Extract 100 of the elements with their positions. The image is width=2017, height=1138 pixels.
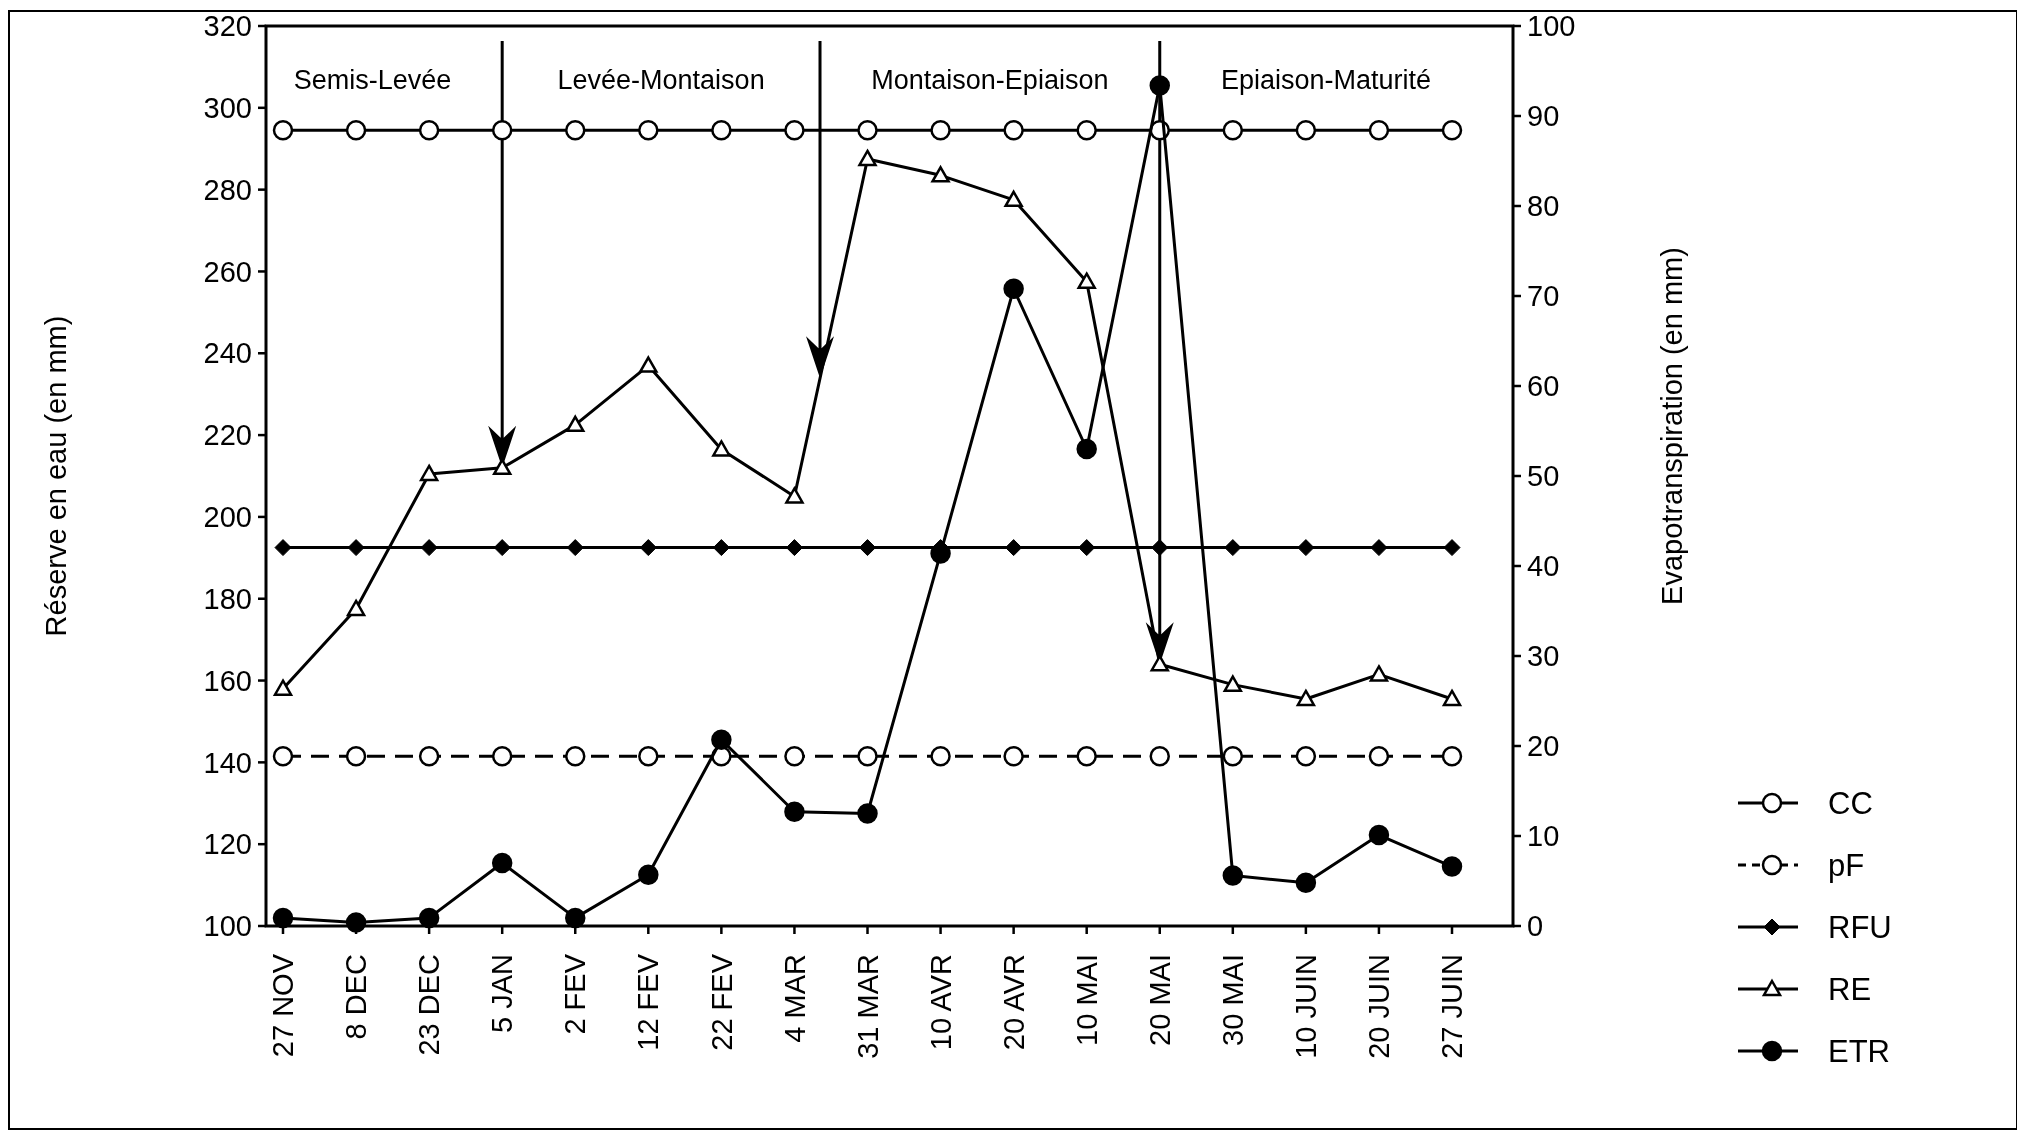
point (418, 745, 440, 767)
point (346, 599, 366, 617)
y-tick-label: 320 (203, 10, 252, 43)
y2-axis-title: Evapotranspiration (en mm) (1656, 247, 1689, 605)
point (858, 149, 877, 167)
x-tick-label: 2 FEV (559, 953, 592, 1035)
point (1224, 539, 1242, 557)
point (418, 907, 440, 929)
y2-tick-label: 90 (1527, 100, 1560, 133)
x-tick-label: 10 JUIN (1290, 954, 1323, 1059)
y2-tick-label: 80 (1527, 190, 1560, 223)
point (1442, 689, 1462, 707)
x-tick-label: 30 MAI (1216, 954, 1249, 1046)
legend-label: ETR (1828, 1033, 1890, 1069)
point (1222, 120, 1244, 141)
x-tick-label: 5 JAN (486, 954, 519, 1033)
y-tick-label: 140 (203, 746, 252, 779)
y-tick-label: 180 (203, 582, 252, 615)
point (857, 745, 878, 767)
y2-tick-label: 20 (1527, 730, 1560, 763)
legend-label: RFU (1828, 909, 1892, 945)
point (711, 120, 732, 141)
y-tick-label: 280 (203, 173, 252, 206)
point (785, 487, 804, 504)
y2-tick-label: 30 (1527, 640, 1560, 673)
point (1223, 675, 1243, 692)
x-tick-label: 20 MAI (1143, 954, 1176, 1046)
x-tick-label: 20 JUIN (1363, 954, 1396, 1059)
y2-tick-label: 0 (1527, 910, 1544, 943)
point (420, 539, 438, 557)
point (1005, 539, 1023, 557)
point (1151, 539, 1169, 557)
point (857, 120, 878, 141)
point (1295, 745, 1317, 767)
point (712, 539, 730, 557)
legend-label: pF (1828, 847, 1865, 883)
point (1368, 745, 1390, 767)
point (1297, 539, 1315, 557)
point (566, 539, 584, 557)
y2-tick-label: 100 (1527, 10, 1576, 43)
y-tick-label: 120 (203, 828, 252, 861)
point (491, 120, 513, 141)
point (1149, 745, 1170, 767)
point (638, 120, 659, 141)
point (784, 745, 805, 767)
point (272, 120, 294, 141)
point (1004, 190, 1023, 208)
point (639, 356, 658, 373)
y-tick-label: 260 (203, 255, 252, 288)
point (565, 745, 586, 767)
point (1077, 272, 1096, 289)
point (638, 864, 659, 885)
annotation: Semis-Levée (293, 65, 452, 96)
point (1441, 745, 1463, 767)
y-tick-label: 220 (203, 419, 252, 452)
point (345, 912, 367, 933)
x-tick-label: 4 MAR (778, 954, 811, 1043)
legend-label: CC (1828, 785, 1873, 821)
point (1076, 745, 1097, 767)
point (930, 120, 951, 141)
point (272, 907, 294, 929)
legend-label: RE (1828, 971, 1872, 1007)
point (272, 745, 294, 767)
point (273, 679, 293, 696)
y2-tick-label: 50 (1527, 460, 1560, 493)
y2-tick-label: 60 (1527, 370, 1560, 403)
point (712, 440, 731, 457)
point (1368, 120, 1390, 141)
point (1295, 872, 1317, 894)
point (1003, 278, 1024, 300)
annotation: Montaison-Epiaison (871, 65, 1109, 96)
point (565, 907, 586, 929)
point (1443, 539, 1461, 557)
point (931, 166, 950, 183)
point (566, 415, 585, 433)
point (1149, 75, 1170, 96)
point (1441, 856, 1463, 877)
point (1295, 120, 1317, 141)
point (638, 745, 659, 767)
annotation: Levée-Montaison (557, 65, 765, 96)
point (930, 745, 951, 767)
x-tick-label: 31 MAR (851, 954, 884, 1059)
point (347, 539, 365, 557)
y-tick-label: 100 (203, 910, 252, 943)
point (491, 745, 513, 767)
point (1003, 120, 1024, 141)
point (1369, 665, 1389, 682)
point (711, 729, 732, 750)
point (639, 539, 657, 557)
point (859, 539, 876, 557)
y-tick-label: 160 (203, 664, 252, 697)
point (492, 458, 512, 476)
point (1076, 120, 1097, 141)
point (784, 801, 805, 822)
annotation: Epiaison-Maturité (1220, 65, 1432, 96)
point (1296, 689, 1316, 707)
x-tick-label: 27 NOV (267, 953, 300, 1058)
point (785, 539, 803, 557)
point (1441, 120, 1463, 141)
y-tick-label: 240 (203, 337, 252, 370)
